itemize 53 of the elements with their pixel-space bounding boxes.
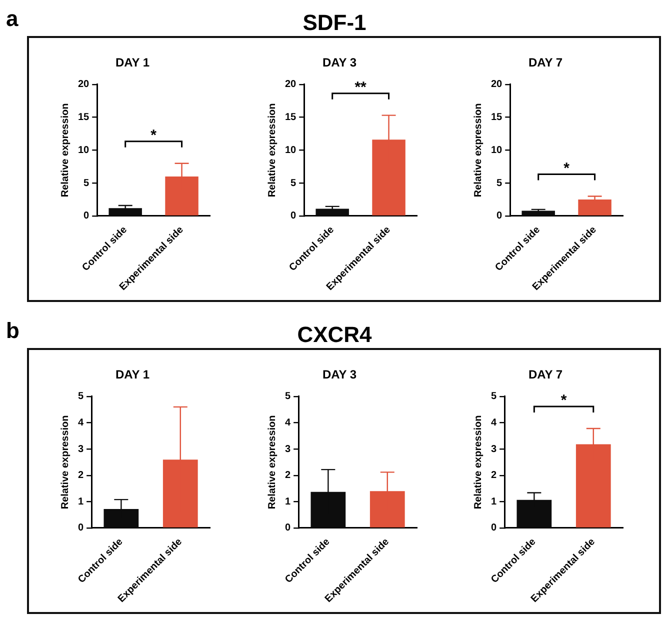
y-tick-label: 0 [491, 522, 497, 534]
y-tick-label: 1 [284, 496, 290, 508]
chart-title: DAY 7 [528, 56, 563, 70]
annotation: * [560, 392, 567, 410]
y-tick-label: 5 [491, 391, 497, 402]
y-tick-label: 2 [284, 470, 290, 482]
y-tick-label: 0 [496, 210, 503, 222]
y-tick-label: 3 [491, 444, 497, 455]
chart-title: DAY 1 [115, 56, 150, 70]
text: b [6, 318, 20, 344]
chart-title: DAY 7 [528, 368, 563, 382]
y-tick-label: 10 [78, 144, 90, 156]
y-tick-label: 10 [491, 144, 503, 156]
y-tick-label: 3 [284, 444, 290, 455]
y-axis-title: Relative expression [472, 415, 484, 510]
y-tick-label: 3 [78, 444, 84, 455]
y-axis-title: Relative expression [266, 103, 278, 198]
chart-title: DAY 3 [322, 56, 356, 70]
y-tick-label: 5 [78, 391, 84, 402]
text: CXCR4 [297, 322, 372, 347]
y-tick-label: 0 [84, 210, 90, 222]
y-tick-label: 20 [78, 79, 90, 90]
y-tick-label: 2 [78, 470, 84, 482]
y-tick-label: 5 [496, 178, 503, 189]
y-tick-label: 5 [290, 178, 296, 189]
y-tick-label: 10 [284, 144, 296, 156]
y-axis-title: Relative expression [60, 415, 71, 510]
y-tick-label: 20 [491, 79, 503, 90]
y-axis-title: Relative expression [60, 103, 71, 198]
y-tick-label: 5 [284, 391, 290, 402]
y-tick-label: 5 [84, 178, 90, 189]
text: SDF-1 [302, 10, 366, 35]
annotation: * [564, 160, 570, 177]
y-axis-title: Relative expression [472, 103, 484, 198]
y-tick-label: 0 [284, 522, 290, 534]
y-tick-label: 15 [284, 112, 296, 124]
y-tick-label: 1 [491, 496, 497, 508]
y-tick-label: 15 [78, 112, 90, 124]
y-tick-label: 0 [290, 210, 296, 222]
y-tick-label: 4 [491, 417, 497, 428]
y-tick-label: 2 [491, 470, 497, 482]
text: a [6, 6, 18, 32]
y-tick-label: 0 [78, 522, 84, 534]
y-tick-label: 1 [78, 496, 84, 508]
y-axis-title: Relative expression [266, 415, 278, 510]
y-tick-label: 20 [284, 79, 296, 90]
y-tick-label: 15 [491, 112, 503, 124]
annotation: ** [354, 78, 366, 96]
chart-title: DAY 3 [322, 368, 356, 382]
annotation: * [150, 126, 157, 144]
y-tick-label: 4 [78, 417, 84, 428]
y-tick-label: 4 [284, 417, 290, 428]
chart-title: DAY 1 [115, 368, 150, 382]
